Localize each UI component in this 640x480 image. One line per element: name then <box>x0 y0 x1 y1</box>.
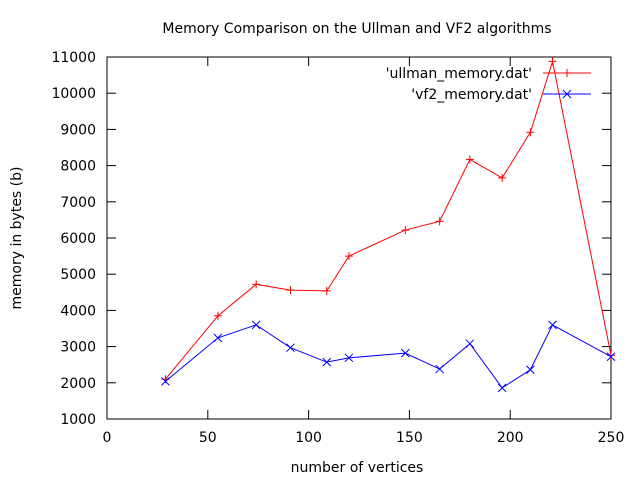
data-point <box>548 320 557 330</box>
marker-stroke <box>497 383 507 393</box>
marker-stroke <box>322 357 332 367</box>
x-tick-label: 150 <box>396 430 423 446</box>
marker-stroke <box>344 353 354 363</box>
y-tick-label: 4000 <box>60 303 96 319</box>
legend-label: 'ullman_memory.dat' <box>386 66 532 82</box>
series-layer <box>161 57 616 393</box>
data-point <box>526 128 535 137</box>
y-tick-label: 3000 <box>60 340 96 356</box>
marker-stroke <box>213 333 223 343</box>
legend-marker <box>563 69 571 77</box>
data-point <box>548 57 557 66</box>
data-point <box>344 353 354 363</box>
x-tick-label: 250 <box>598 430 625 446</box>
data-point <box>526 365 535 375</box>
y-axis: 1000 2000 3000 4000 5000 6000 7000 8000 9000 1000… <box>51 50 611 428</box>
series-line <box>165 61 612 380</box>
data-point <box>251 320 261 330</box>
data-point <box>322 286 331 295</box>
marker-stroke <box>548 320 557 330</box>
data-point <box>498 173 507 182</box>
data-point <box>435 217 444 226</box>
x-tick-label: 50 <box>199 430 217 446</box>
marker-stroke <box>401 348 410 358</box>
series-line <box>165 324 612 389</box>
data-point <box>497 383 507 393</box>
plot-frame <box>106 56 612 420</box>
data-point <box>213 311 222 320</box>
y-tick-label: 1000 <box>60 412 96 428</box>
x-tick-label: 0 <box>103 430 112 446</box>
y-tick-label: 5000 <box>60 267 96 283</box>
legend-marker <box>562 89 572 99</box>
series-1 <box>161 320 616 393</box>
legend-entry: 'ullman_memory.dat' <box>386 66 591 82</box>
legend: 'ullman_memory.dat' 'vf2_memory.dat' <box>386 66 591 103</box>
marker-stroke <box>562 89 572 99</box>
data-point <box>401 348 410 358</box>
x-axis: 0 50 100 150 200 250 <box>103 57 625 446</box>
data-point <box>213 333 223 343</box>
x-tick-label: 100 <box>295 430 322 446</box>
chart-title: Memory Comparison on the Ullman and VF2 … <box>162 21 551 37</box>
data-point <box>606 352 616 362</box>
marker-stroke <box>251 320 261 330</box>
data-point <box>252 280 261 289</box>
data-point <box>322 357 332 367</box>
marker-stroke <box>526 365 535 375</box>
data-point <box>344 252 353 261</box>
y-tick-label: 9000 <box>60 122 96 138</box>
data-point <box>286 286 295 295</box>
marker-stroke <box>435 364 444 374</box>
y-tick-label: 8000 <box>60 159 96 175</box>
data-point <box>401 226 410 235</box>
legend-entry: 'vf2_memory.dat' <box>411 87 591 103</box>
marker-stroke <box>286 343 295 353</box>
marker-stroke <box>465 339 475 349</box>
y-axis-label: memory in bytes (b) <box>9 167 25 310</box>
y-tick-label: 6000 <box>60 231 96 247</box>
marker-stroke <box>606 352 616 362</box>
marker-stroke <box>161 376 170 386</box>
legend-label: 'vf2_memory.dat' <box>411 87 532 103</box>
y-tick-label: 2000 <box>60 376 96 392</box>
data-point <box>161 376 170 386</box>
y-tick-label: 11000 <box>51 50 96 66</box>
x-axis-label: number of vertices <box>291 460 424 476</box>
series-0 <box>161 57 615 384</box>
data-point <box>286 343 295 353</box>
data-point <box>435 364 444 374</box>
data-point <box>465 155 474 164</box>
data-point <box>465 339 475 349</box>
y-tick-label: 10000 <box>51 86 96 102</box>
y-tick-label: 7000 <box>60 195 96 211</box>
x-tick-label: 200 <box>497 430 524 446</box>
